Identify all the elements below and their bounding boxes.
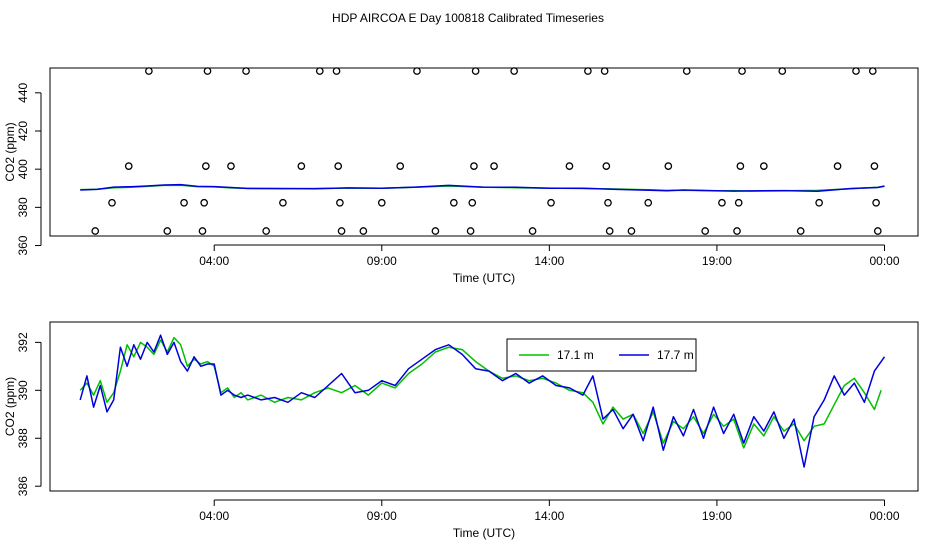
data-point-marker: [873, 227, 882, 235]
data-point-marker: [738, 67, 746, 75]
y-tick-label: 360: [16, 235, 30, 255]
data-point-marker: [733, 227, 741, 235]
data-point-marker: [242, 67, 250, 75]
x-tick-label: 19:00: [702, 254, 732, 268]
data-point-marker: [600, 67, 609, 75]
data-point-marker: [470, 162, 478, 170]
plot-frame: [49, 321, 919, 492]
data-point-marker: [297, 162, 306, 170]
data-point-marker: [490, 162, 498, 170]
data-point-marker: [377, 198, 386, 207]
data-point-marker: [91, 227, 100, 235]
x-tick-label: 14:00: [534, 509, 564, 523]
data-point-marker: [605, 227, 614, 235]
data-point-marker: [644, 198, 653, 207]
data-point-marker: [870, 162, 879, 170]
data-point-marker: [449, 198, 458, 207]
data-point-marker: [315, 67, 324, 75]
series-line-blue: [80, 183, 885, 193]
y-tick-label: 388: [16, 428, 30, 448]
x-tick-label: 09:00: [367, 254, 397, 268]
data-point-marker: [627, 227, 636, 235]
data-point-marker: [734, 198, 743, 207]
data-point-marker: [833, 162, 842, 170]
y-axis-label: CO2 (ppm): [3, 122, 17, 181]
data-point-marker: [565, 162, 574, 170]
top-chart-panel: 04:00 09:00 14:00 19:00 00:00 Time (UTC) 360 38…: [3, 67, 919, 285]
data-point-marker: [718, 198, 726, 207]
data-point-marker: [334, 162, 343, 170]
data-point-marker: [145, 67, 153, 75]
data-point-marker: [778, 67, 787, 75]
data-point-marker: [203, 67, 212, 75]
data-point-marker: [852, 67, 860, 75]
data-point-marker: [359, 227, 368, 235]
y-tick-label: 420: [16, 121, 30, 141]
data-point-marker: [604, 198, 612, 207]
page-title: HDP AIRCOA E Day 100818 Calibrated Times…: [332, 11, 604, 25]
y-axis-label: CO2 (ppm): [3, 377, 17, 436]
legend-label: 17.1 m: [557, 348, 594, 362]
x-tick-label: 09:00: [367, 509, 397, 523]
legend: 17.1 m 17.7 m: [506, 338, 697, 372]
data-point-marker: [510, 67, 519, 75]
x-tick-label: 00:00: [869, 254, 899, 268]
data-point-marker: [602, 162, 611, 170]
x-tick-label: 14:00: [534, 254, 564, 268]
data-point-marker: [682, 67, 691, 75]
data-point-marker: [759, 162, 768, 170]
data-point-marker: [279, 198, 287, 207]
data-point-marker: [227, 162, 235, 170]
data-point-marker: [868, 67, 877, 75]
x-tick-label: 04:00: [199, 509, 229, 523]
data-point-marker: [180, 198, 188, 207]
data-point-marker: [108, 198, 116, 207]
bottom-chart-panel: 04:00 09:00 14:00 19:00 00:00 Time (UTC) 386 38…: [3, 321, 919, 540]
data-point-marker: [336, 198, 344, 207]
data-point-marker: [701, 227, 710, 235]
data-point-marker: [471, 67, 480, 75]
x-axis-label: Time (UTC): [453, 526, 515, 540]
data-point-marker: [466, 227, 475, 235]
data-point-marker: [201, 162, 210, 170]
series-line-green: [79, 336, 882, 449]
legend-label: 17.7 m: [657, 348, 694, 362]
data-point-marker: [396, 162, 405, 170]
data-point-marker: [736, 162, 745, 170]
data-point-marker: [468, 198, 477, 207]
data-point-marker: [528, 227, 537, 235]
y-tick-label: 440: [16, 82, 30, 102]
data-point-marker: [262, 227, 271, 235]
y-tick-label: 400: [16, 159, 30, 179]
data-point-marker: [200, 198, 209, 207]
data-point-marker: [413, 67, 421, 75]
data-point-marker: [337, 227, 346, 235]
data-point-marker: [124, 162, 133, 170]
y-tick-label: 392: [16, 332, 30, 352]
data-point-marker: [431, 227, 440, 235]
y-tick-label: 386: [16, 476, 30, 496]
x-tick-label: 04:00: [199, 254, 229, 268]
data-point-marker: [198, 227, 207, 235]
data-point-marker: [332, 67, 341, 75]
y-tick-label: 390: [16, 380, 30, 400]
x-tick-label: 19:00: [702, 509, 732, 523]
data-point-marker: [547, 198, 555, 207]
x-axis-label: Time (UTC): [453, 271, 515, 285]
data-point-marker: [815, 198, 823, 207]
x-tick-label: 00:00: [869, 509, 899, 523]
data-point-marker: [872, 198, 880, 207]
series-line-blue: [79, 334, 886, 468]
data-point-marker: [163, 227, 172, 235]
plot-frame: [49, 67, 919, 237]
y-tick-label: 380: [16, 197, 30, 217]
data-point-marker: [664, 162, 673, 170]
data-point-marker: [796, 227, 805, 235]
data-point-marker: [584, 67, 592, 75]
